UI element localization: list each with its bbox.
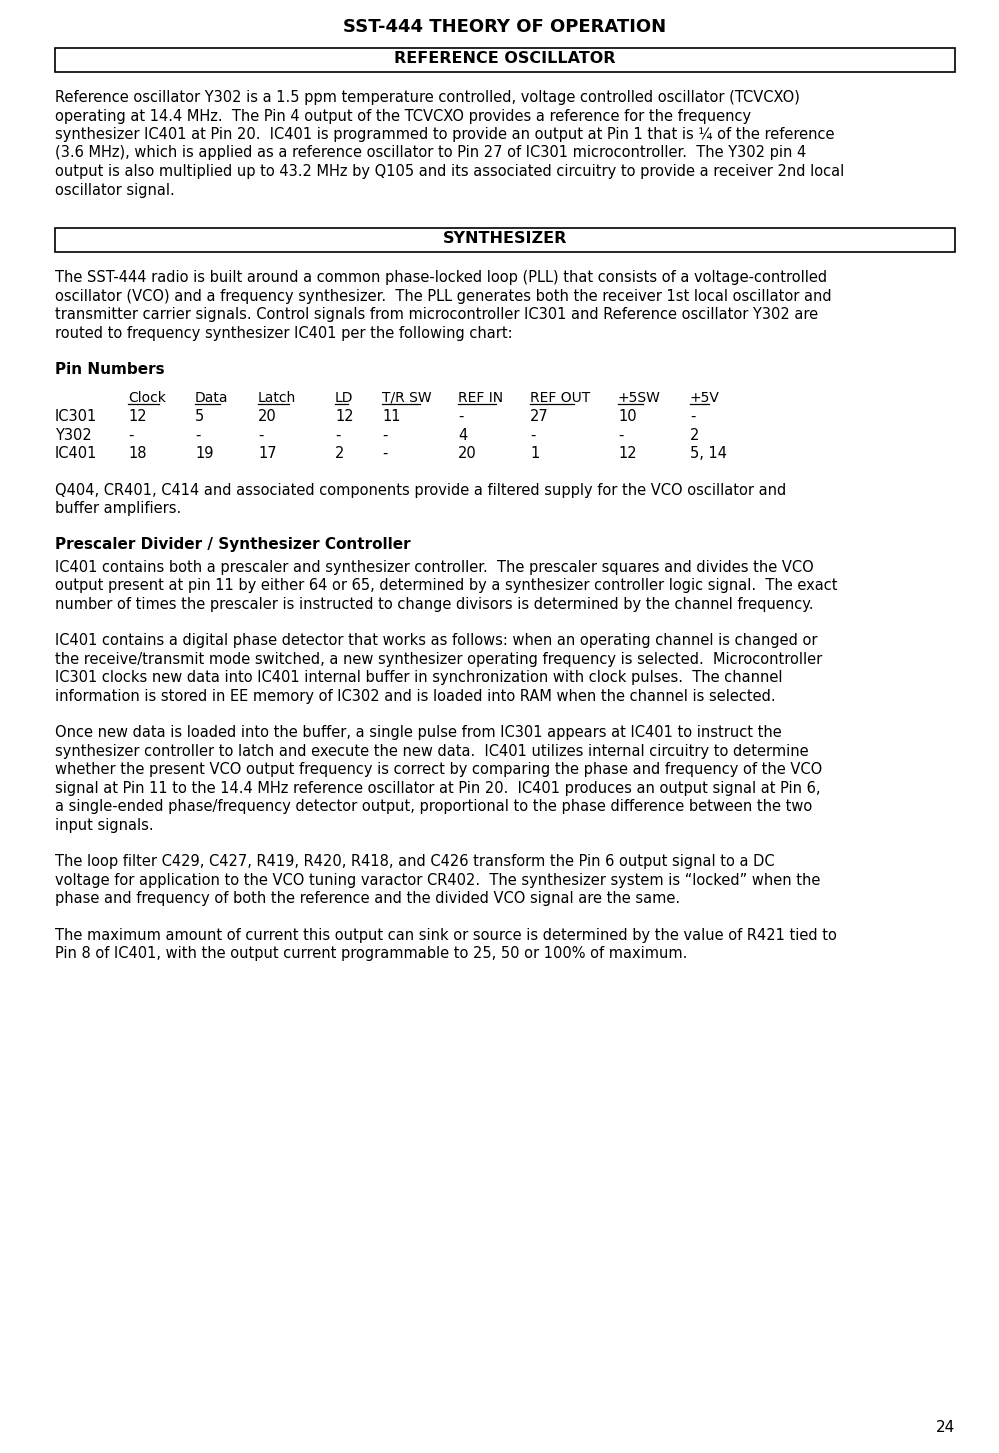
Text: 4: 4: [458, 427, 468, 443]
Text: oscillator (VCO) and a frequency synthesizer.  The PLL generates both the receiv: oscillator (VCO) and a frequency synthes…: [55, 289, 831, 304]
Text: 2: 2: [335, 446, 345, 461]
Text: routed to frequency synthesizer IC401 per the following chart:: routed to frequency synthesizer IC401 pe…: [55, 325, 512, 340]
Text: input signals.: input signals.: [55, 818, 154, 833]
Text: The loop filter C429, C427, R419, R420, R418, and C426 transform the Pin 6 outpu: The loop filter C429, C427, R419, R420, …: [55, 854, 774, 869]
Text: a single-ended phase/frequency detector output, proportional to the phase differ: a single-ended phase/frequency detector …: [55, 799, 812, 815]
Text: output present at pin 11 by either 64 or 65, determined by a synthesizer control: output present at pin 11 by either 64 or…: [55, 578, 837, 593]
Text: transmitter carrier signals. Control signals from microcontroller IC301 and Refe: transmitter carrier signals. Control sig…: [55, 307, 818, 323]
Text: 24: 24: [936, 1420, 955, 1436]
Text: operating at 14.4 MHz.  The Pin 4 output of the TCVCXO provides a reference for : operating at 14.4 MHz. The Pin 4 output …: [55, 109, 751, 124]
FancyBboxPatch shape: [55, 228, 955, 251]
Text: 27: 27: [530, 408, 548, 424]
Text: 2: 2: [690, 427, 699, 443]
Text: 19: 19: [195, 446, 214, 461]
Text: -: -: [195, 427, 201, 443]
Text: the receive/transmit mode switched, a new synthesizer operating frequency is sel: the receive/transmit mode switched, a ne…: [55, 652, 822, 667]
Text: 5, 14: 5, 14: [690, 446, 727, 461]
Text: IC401 contains a digital phase detector that works as follows: when an operating: IC401 contains a digital phase detector …: [55, 634, 817, 648]
Text: Latch: Latch: [258, 391, 297, 404]
Text: Q404, CR401, C414 and associated components provide a filtered supply for the VC: Q404, CR401, C414 and associated compone…: [55, 482, 786, 497]
Text: 12: 12: [335, 408, 354, 424]
Text: T/R SW: T/R SW: [382, 391, 432, 404]
Text: Reference oscillator Y302 is a 1.5 ppm temperature controlled, voltage controlle: Reference oscillator Y302 is a 1.5 ppm t…: [55, 90, 800, 105]
Text: Once new data is loaded into the buffer, a single pulse from IC301 appears at IC: Once new data is loaded into the buffer,…: [55, 725, 782, 741]
Text: output is also multiplied up to 43.2 MHz by Q105 and its associated circuitry to: output is also multiplied up to 43.2 MHz…: [55, 164, 844, 179]
Text: 12: 12: [618, 446, 636, 461]
Text: 11: 11: [382, 408, 401, 424]
Text: REFERENCE OSCILLATOR: REFERENCE OSCILLATOR: [395, 51, 615, 65]
Text: Pin Numbers: Pin Numbers: [55, 362, 165, 376]
Text: The maximum amount of current this output can sink or source is determined by th: The maximum amount of current this outpu…: [55, 928, 837, 943]
Text: -: -: [382, 446, 388, 461]
Text: phase and frequency of both the reference and the divided VCO signal are the sam: phase and frequency of both the referenc…: [55, 892, 680, 907]
Text: +5V: +5V: [690, 391, 720, 404]
Text: 17: 17: [258, 446, 277, 461]
Text: IC401 contains both a prescaler and synthesizer controller.  The prescaler squar: IC401 contains both a prescaler and synt…: [55, 559, 814, 575]
FancyBboxPatch shape: [55, 48, 955, 73]
Text: Prescaler Divider / Synthesizer Controller: Prescaler Divider / Synthesizer Controll…: [55, 538, 411, 552]
Text: Pin 8 of IC401, with the output current programmable to 25, 50 or 100% of maximu: Pin 8 of IC401, with the output current …: [55, 946, 687, 962]
Text: number of times the prescaler is instructed to change divisors is determined by : number of times the prescaler is instruc…: [55, 597, 813, 612]
Text: Data: Data: [195, 391, 229, 404]
Text: voltage for application to the VCO tuning varactor CR402.  The synthesizer syste: voltage for application to the VCO tunin…: [55, 873, 820, 888]
Text: SST-444 THEORY OF OPERATION: SST-444 THEORY OF OPERATION: [344, 17, 666, 36]
Text: signal at Pin 11 to the 14.4 MHz reference oscillator at Pin 20.  IC401 produces: signal at Pin 11 to the 14.4 MHz referen…: [55, 782, 820, 796]
Text: +5SW: +5SW: [618, 391, 661, 404]
Text: Clock: Clock: [128, 391, 166, 404]
Text: 18: 18: [128, 446, 147, 461]
Text: 10: 10: [618, 408, 636, 424]
Text: SYNTHESIZER: SYNTHESIZER: [443, 231, 567, 246]
Text: -: -: [618, 427, 623, 443]
Text: synthesizer controller to latch and execute the new data.  IC401 utilizes intern: synthesizer controller to latch and exec…: [55, 744, 808, 758]
Text: -: -: [458, 408, 464, 424]
Text: IC301: IC301: [55, 408, 97, 424]
Text: oscillator signal.: oscillator signal.: [55, 183, 175, 198]
Text: synthesizer IC401 at Pin 20.  IC401 is programmed to provide an output at Pin 1 : synthesizer IC401 at Pin 20. IC401 is pr…: [55, 126, 834, 142]
Text: REF IN: REF IN: [458, 391, 503, 404]
Text: 12: 12: [128, 408, 147, 424]
Text: 5: 5: [195, 408, 204, 424]
Text: -: -: [335, 427, 341, 443]
Text: 20: 20: [458, 446, 477, 461]
Text: 20: 20: [258, 408, 277, 424]
Text: 1: 1: [530, 446, 539, 461]
Text: The SST-444 radio is built around a common phase-locked loop (PLL) that consists: The SST-444 radio is built around a comm…: [55, 270, 827, 285]
Text: IC401: IC401: [55, 446, 97, 461]
Text: -: -: [382, 427, 388, 443]
Text: -: -: [128, 427, 134, 443]
Text: LD: LD: [335, 391, 354, 404]
Text: -: -: [530, 427, 535, 443]
Text: whether the present VCO output frequency is correct by comparing the phase and f: whether the present VCO output frequency…: [55, 763, 822, 777]
Text: IC301 clocks new data into IC401 internal buffer in synchronization with clock p: IC301 clocks new data into IC401 interna…: [55, 670, 782, 686]
Text: Y302: Y302: [55, 427, 92, 443]
Text: buffer amplifiers.: buffer amplifiers.: [55, 501, 181, 516]
Text: REF OUT: REF OUT: [530, 391, 590, 404]
Text: -: -: [258, 427, 264, 443]
Text: (3.6 MHz), which is applied as a reference oscillator to Pin 27 of IC301 microco: (3.6 MHz), which is applied as a referen…: [55, 145, 806, 160]
Text: information is stored in EE memory of IC302 and is loaded into RAM when the chan: information is stored in EE memory of IC…: [55, 689, 775, 705]
Text: -: -: [690, 408, 695, 424]
